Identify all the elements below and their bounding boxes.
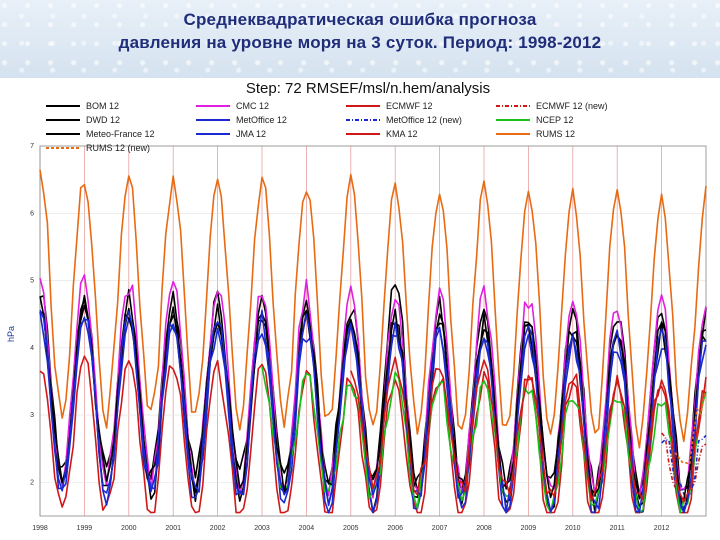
legend-label-ecmwf-12: ECMWF 12 (386, 101, 433, 111)
x-tick-label-2001: 2001 (165, 525, 181, 532)
y-tick-label-5: 5 (30, 278, 34, 285)
series-line-jma-12 (39, 309, 707, 514)
series-line-bom-12 (39, 284, 707, 498)
x-tick-label-2012: 2012 (654, 525, 670, 532)
series-line-metoffice-12-new (661, 434, 707, 499)
y-tick-label-4: 4 (30, 345, 34, 352)
series-line-rums-12-new (674, 394, 706, 466)
x-tick-label-2008: 2008 (476, 525, 492, 532)
y-axis-label: hPa (6, 326, 16, 342)
legend-label-kma-12: KMA 12 (386, 129, 418, 139)
series-line-rums-12 (39, 169, 707, 449)
legend-label-jma-12: JMA 12 (236, 129, 266, 139)
rmse-line-chart: Step: 72 RMSEF/msl/n.hem/analysis 1998 19… (6, 80, 707, 532)
legend-label-metoffice-12: MetOffice 12 (236, 115, 287, 125)
y-tick-label-7: 7 (30, 143, 34, 150)
plot-border (39, 145, 707, 517)
x-tick-label-2009: 2009 (521, 525, 537, 532)
legend-label-metoffice-12-new: MetOffice 12 (new) (386, 115, 462, 125)
legend-label-meteo-france-12: Meteo-France 12 (86, 129, 155, 139)
x-tick-label-2010: 2010 (565, 525, 581, 532)
slide-title: Среднеквадратическая ошибка прогноза дав… (0, 8, 720, 54)
slide-title-line-1: Среднеквадратическая ошибка прогноза (183, 10, 537, 29)
legend-label-rums-12: RUMS 12 (536, 129, 575, 139)
series-line-metoffice-12 (39, 311, 707, 514)
x-tick-label-2004: 2004 (299, 525, 315, 532)
y-tick-label-3: 3 (30, 412, 34, 419)
x-tick-label-2005: 2005 (343, 525, 359, 532)
legend-label-cmc-12: CMC 12 (236, 101, 269, 111)
chart-axes: 1998 1999 2000 2001 2002 2003 2004 2005 2006 2007… (30, 143, 707, 532)
x-tick-label-2002: 2002 (210, 525, 226, 532)
chart-legend: BOM 12 CMC 12 ECMWF 12 ECMWF 12 (new) DWD 12… (46, 101, 608, 153)
chart-frame: Step: 72 RMSEF/msl/n.hem/analysis 1998 19… (0, 78, 720, 540)
legend-label-ecmwf-12-new: ECMWF 12 (new) (536, 101, 608, 111)
slide-background (0, 0, 720, 80)
x-tick-label-2007: 2007 (432, 525, 448, 532)
x-tick-label-2000: 2000 (121, 525, 137, 532)
x-tick-label-1998: 1998 (32, 525, 48, 532)
series-line-kma-12 (350, 356, 707, 503)
legend-label-bom-12: BOM 12 (86, 101, 119, 111)
chart-series-layer (39, 169, 707, 514)
y-tick-label-6: 6 (30, 210, 34, 217)
chart-title: Step: 72 RMSEF/msl/n.hem/analysis (246, 80, 490, 97)
x-tick-label-2006: 2006 (387, 525, 403, 532)
series-line-meteo-france-12 (39, 296, 707, 501)
x-tick-label-2003: 2003 (254, 525, 270, 532)
x-tick-label-1999: 1999 (77, 525, 93, 532)
legend-label-rums-12-new: RUMS 12 (new) (86, 143, 150, 153)
legend-label-ncep-12: NCEP 12 (536, 115, 573, 125)
x-tick-label-2011: 2011 (610, 525, 625, 532)
slide-title-line-2: давления на уровне моря на 3 суток. Пери… (118, 33, 602, 52)
legend-label-dwd-12: DWD 12 (86, 115, 120, 125)
y-tick-label-2: 2 (30, 479, 34, 486)
